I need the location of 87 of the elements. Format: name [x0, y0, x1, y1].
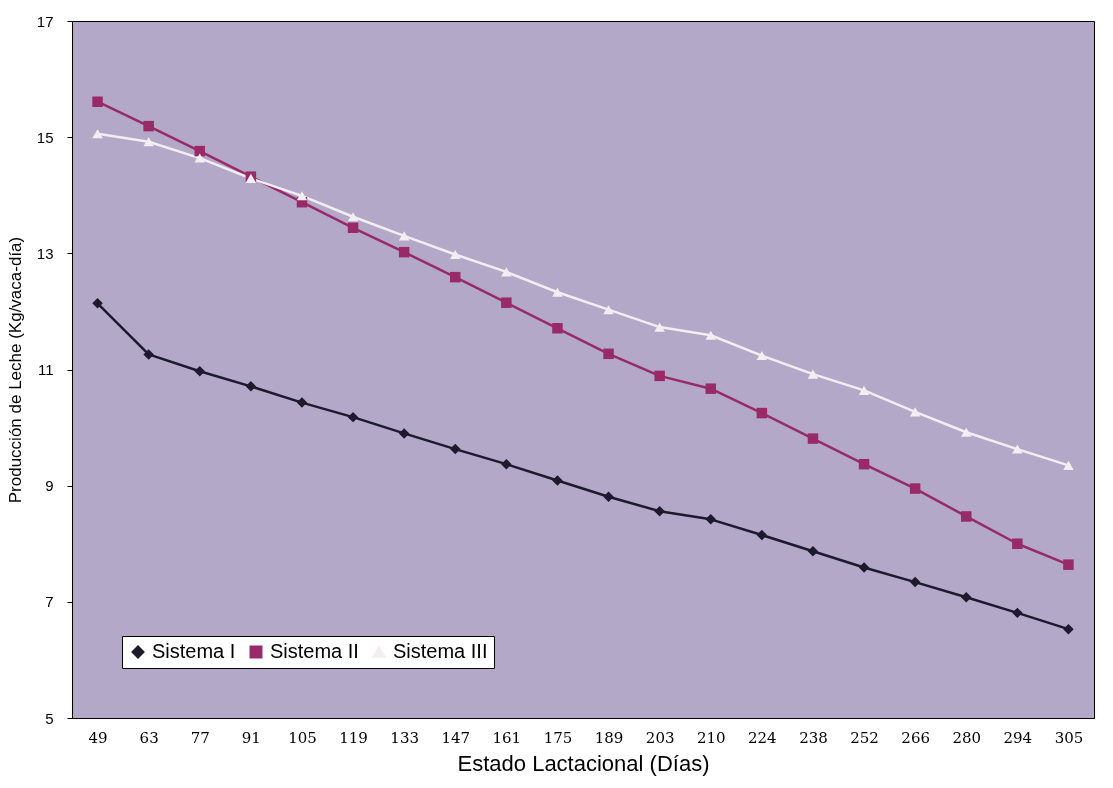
x-tick-label: 305	[1054, 728, 1084, 747]
x-tick-label: 119	[339, 728, 368, 747]
x-tick-label: 105	[288, 728, 317, 747]
point	[1012, 444, 1023, 454]
point	[858, 562, 870, 573]
x-tick-label: 175	[543, 728, 573, 747]
point	[909, 483, 921, 494]
x-tick-label: 280	[952, 728, 982, 747]
x-tick-label: 133	[390, 728, 419, 747]
point	[194, 153, 205, 163]
point	[501, 297, 512, 308]
x-tick-label: 238	[799, 728, 828, 747]
y-tick-label: 17	[36, 12, 54, 30]
x-tick-label: 77	[190, 728, 210, 747]
y-axis-title: Producción de Leche (Kg/vaca-día)	[5, 236, 25, 504]
y-tick-label: 11	[37, 361, 54, 378]
point	[603, 491, 614, 502]
point	[807, 433, 819, 444]
x-tick-label: 224	[748, 728, 777, 747]
x-axis-title: Estado Lactacional (Días)	[457, 750, 710, 776]
point	[501, 458, 512, 470]
point	[961, 591, 972, 603]
point	[398, 231, 410, 241]
point	[807, 546, 819, 557]
point	[552, 475, 563, 486]
point	[654, 322, 665, 332]
x-tick-label: 210	[696, 728, 726, 747]
legend-label: Sistema II	[270, 640, 359, 662]
point	[858, 385, 870, 395]
x-tick-label: 294	[1003, 728, 1033, 747]
point	[194, 366, 205, 377]
point	[756, 529, 768, 541]
point	[1063, 623, 1074, 635]
y-tick-label: 9	[45, 477, 54, 495]
point	[450, 271, 461, 283]
point	[398, 428, 410, 439]
point	[756, 351, 768, 361]
point	[756, 407, 768, 419]
point	[961, 427, 972, 437]
point	[92, 96, 103, 107]
point	[705, 383, 716, 394]
point	[909, 576, 921, 588]
point	[245, 381, 257, 392]
point	[603, 348, 614, 360]
point	[143, 349, 154, 360]
x-tick-label: 91	[241, 728, 261, 747]
y-tick-label: 7	[45, 593, 54, 611]
point	[296, 397, 308, 408]
point	[909, 407, 921, 417]
x-tick-label: 49	[88, 728, 108, 747]
point	[705, 514, 716, 525]
x-tick-label: 161	[492, 728, 522, 747]
point	[450, 443, 461, 455]
x-tick-label: 203	[645, 728, 675, 747]
x-tick-label: 189	[594, 728, 624, 747]
point	[398, 246, 410, 258]
point	[705, 330, 716, 340]
point	[1012, 607, 1023, 619]
point	[143, 137, 154, 147]
point	[807, 369, 819, 379]
legend-label: Sistema III	[393, 640, 488, 662]
point	[1063, 460, 1074, 470]
x-tick-label: 266	[901, 728, 930, 747]
point	[552, 287, 563, 297]
point	[347, 212, 359, 222]
point	[552, 323, 563, 334]
y-tick-label: 13	[36, 244, 54, 262]
x-tick-label: 252	[850, 728, 879, 747]
legend-label: Sistema I	[152, 640, 236, 662]
y-tick-label: 15	[36, 128, 54, 146]
point	[92, 298, 103, 309]
point	[1012, 538, 1023, 549]
point	[1063, 559, 1074, 570]
point	[347, 411, 359, 423]
point	[603, 305, 614, 315]
point	[143, 120, 154, 132]
point	[296, 191, 308, 201]
point	[92, 129, 103, 139]
x-tick-label: 147	[441, 728, 471, 747]
point	[961, 511, 972, 522]
point	[654, 505, 665, 517]
point	[858, 458, 870, 470]
point	[654, 370, 665, 382]
y-tick-label: 5	[45, 709, 54, 727]
point	[347, 222, 359, 234]
point	[450, 249, 461, 260]
x-tick-label: 63	[139, 728, 159, 747]
